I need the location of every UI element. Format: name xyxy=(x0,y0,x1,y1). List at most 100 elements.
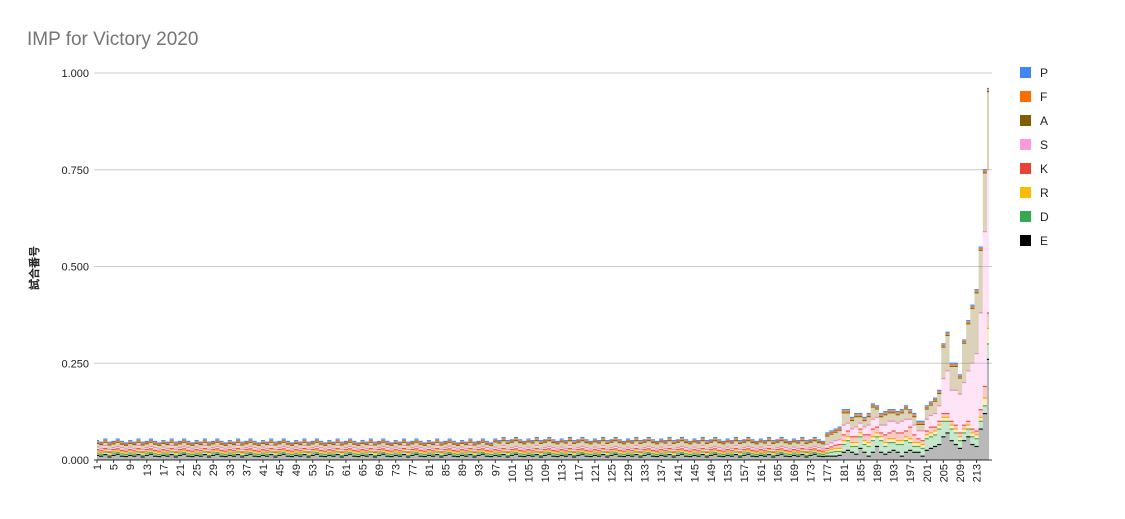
area-step xyxy=(841,444,846,453)
x-tick-label: 13 xyxy=(142,464,154,476)
area-step xyxy=(970,308,975,364)
area-step xyxy=(650,447,656,451)
area-step xyxy=(281,439,286,441)
area-step xyxy=(688,449,693,452)
area-step xyxy=(460,455,465,460)
area-step xyxy=(426,451,431,454)
area-step xyxy=(543,455,548,460)
area-step xyxy=(294,449,299,452)
area-step xyxy=(684,456,689,460)
area-step xyxy=(862,418,867,421)
area-step xyxy=(538,455,543,457)
area-step xyxy=(982,386,987,399)
area-step xyxy=(617,442,622,448)
area-step xyxy=(364,448,369,451)
area-step xyxy=(713,450,718,453)
area-step xyxy=(161,453,166,456)
area-step xyxy=(659,441,664,448)
area-step xyxy=(874,405,880,408)
area-step xyxy=(460,451,465,454)
area-step xyxy=(327,451,332,454)
area-step xyxy=(260,447,266,450)
area-step xyxy=(447,454,452,460)
area-step xyxy=(227,447,232,450)
area-step xyxy=(758,447,763,450)
area-step xyxy=(547,450,552,453)
area-step xyxy=(265,454,270,457)
area-step xyxy=(260,440,266,443)
area-step xyxy=(829,430,834,433)
area-step xyxy=(555,451,560,454)
area-step xyxy=(410,449,415,452)
x-tick-label: 49 xyxy=(291,464,303,476)
area-step xyxy=(318,456,324,460)
area-step xyxy=(850,429,855,437)
area-step xyxy=(767,437,772,440)
area-step xyxy=(464,448,469,451)
area-step xyxy=(443,455,448,460)
area-step xyxy=(227,449,232,452)
area-step xyxy=(655,451,660,454)
area-step xyxy=(385,444,390,448)
x-tick-label: 157 xyxy=(739,464,751,482)
area-step xyxy=(128,453,133,456)
area-step xyxy=(758,441,763,448)
area-step xyxy=(820,456,826,460)
area-step xyxy=(240,455,245,457)
area-step xyxy=(966,436,971,460)
area-step xyxy=(609,453,614,456)
area-step xyxy=(298,450,303,453)
area-step xyxy=(169,439,174,441)
area-step xyxy=(401,451,407,455)
area-step xyxy=(318,441,324,443)
area-step xyxy=(107,444,112,450)
area-step xyxy=(696,452,701,455)
area-step xyxy=(617,451,622,454)
area-step xyxy=(472,455,477,457)
area-step xyxy=(841,411,846,413)
area-step xyxy=(169,445,174,449)
area-step xyxy=(580,439,585,441)
area-step xyxy=(480,446,485,449)
area-step xyxy=(513,446,519,449)
area-step xyxy=(410,455,415,460)
area-step xyxy=(584,456,589,460)
area-step xyxy=(862,434,867,441)
area-step xyxy=(219,447,224,451)
area-step xyxy=(650,456,656,460)
area-step xyxy=(684,450,689,452)
area-step xyxy=(501,439,506,441)
area-step xyxy=(845,411,851,413)
area-step xyxy=(99,454,104,457)
area-step xyxy=(381,452,386,455)
area-step xyxy=(845,436,851,441)
area-step xyxy=(426,453,431,456)
area-step xyxy=(667,439,672,441)
x-tick-label: 209 xyxy=(955,464,967,482)
area-step xyxy=(219,444,224,448)
area-step xyxy=(932,401,938,414)
area-step xyxy=(161,440,166,443)
area-step xyxy=(854,416,859,428)
area-step xyxy=(625,455,631,460)
area-step xyxy=(252,447,257,451)
area-step xyxy=(841,425,846,435)
area-step xyxy=(368,440,373,443)
area-step xyxy=(173,456,178,460)
area-step xyxy=(186,450,191,452)
area-step xyxy=(854,427,859,437)
area-step xyxy=(377,443,382,448)
area-step xyxy=(294,447,299,450)
area-step xyxy=(136,439,141,441)
legend-swatch xyxy=(1020,211,1031,222)
area-step xyxy=(339,456,344,460)
area-step xyxy=(123,456,129,460)
area-step xyxy=(265,444,270,449)
area-step xyxy=(850,420,855,430)
area-step xyxy=(704,453,709,456)
area-step xyxy=(584,447,589,451)
area-step xyxy=(123,445,129,450)
area-step xyxy=(356,456,361,460)
area-step xyxy=(874,408,880,418)
area-step xyxy=(820,454,826,457)
